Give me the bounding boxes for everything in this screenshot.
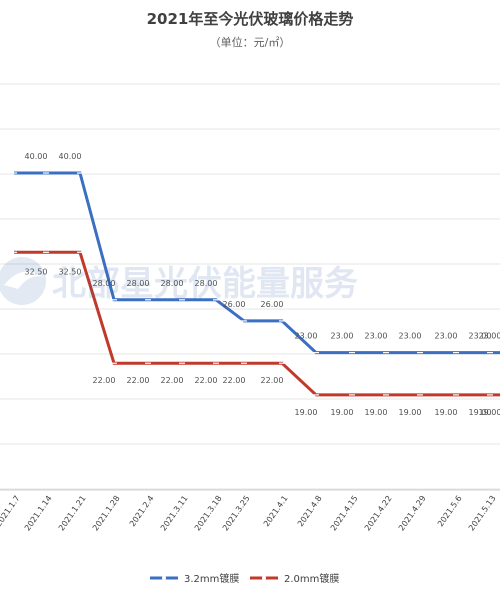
data-label: 23.00 xyxy=(331,332,354,341)
data-label: 40.00 xyxy=(25,152,48,161)
data-label: 19.00 xyxy=(469,408,492,417)
data-label: 19.00 xyxy=(399,408,422,417)
data-label: 19.00 xyxy=(435,408,458,417)
x-tick-label: 2021.3.25 xyxy=(221,494,252,533)
data-label: 23.00 xyxy=(399,332,422,341)
x-tick-labels: 2021.1.7 2021.1.14 2021.1.21 2021.1.28 2021.… xyxy=(0,494,498,533)
x-tick-label: 2021.4.8 xyxy=(296,494,324,528)
series-line-1 xyxy=(14,171,500,355)
x-tick-label: 2021.1.7 xyxy=(0,494,22,528)
data-label: 26.00 xyxy=(223,300,246,309)
data-label: 28.00 xyxy=(127,279,150,288)
data-label: 22.00 xyxy=(93,376,116,385)
data-label: 19.00 xyxy=(295,408,318,417)
legend-label: 2.0mm镀膜 xyxy=(284,572,339,585)
data-label: 22.00 xyxy=(261,376,284,385)
data-label: 22.00 xyxy=(195,376,218,385)
data-label: 23.00 xyxy=(295,332,318,341)
legend: 3.2mm镀膜 2.0mm镀膜 xyxy=(150,572,339,585)
data-label: 19.00 xyxy=(479,408,500,417)
legend-marker xyxy=(262,576,266,580)
x-tick-label: 2021.1.21 xyxy=(57,494,88,533)
data-label: 23.00 xyxy=(365,332,388,341)
x-tick-label: 2021.1.28 xyxy=(91,494,122,533)
data-label: 23.00 xyxy=(469,332,492,341)
chart-title: 2021年至今光伏玻璃价格走势 xyxy=(146,10,354,28)
x-tick-label: 2021.2.4 xyxy=(128,494,156,528)
data-label: 19.00 xyxy=(331,408,354,417)
series-line-2 xyxy=(14,250,500,397)
x-tick-label: 2021.5.13 xyxy=(467,494,498,533)
gridlines xyxy=(0,83,500,491)
series-lines xyxy=(11,171,500,397)
x-tick-label: 2021.5.6 xyxy=(436,494,464,528)
data-label: 40.00 xyxy=(59,152,82,161)
data-label: 28.00 xyxy=(93,279,116,288)
data-label: 26.00 xyxy=(261,300,284,309)
data-label: 22.00 xyxy=(161,376,184,385)
data-label: 22.00 xyxy=(127,376,150,385)
data-label: 32.50 xyxy=(25,267,48,276)
data-label: 32.50 xyxy=(59,267,82,276)
data-label: 23.00 xyxy=(479,332,500,341)
x-tick-label: 2021.3.18 xyxy=(193,494,224,533)
data-label: 19.00 xyxy=(365,408,388,417)
chart-subtitle: （单位：元/㎡） xyxy=(209,36,291,49)
data-labels: 40.00 40.00 28.00 28.00 28.00 28.00 26.00 26.00… xyxy=(25,152,500,417)
x-tick-label: 2021.4.29 xyxy=(397,494,428,533)
data-label: 28.00 xyxy=(161,279,184,288)
x-tick-label: 2021.1.14 xyxy=(23,494,54,533)
x-tick-label: 2021.4.1 xyxy=(262,494,290,528)
legend-label: 3.2mm镀膜 xyxy=(184,572,239,585)
data-label: 22.00 xyxy=(223,376,246,385)
x-tick-label: 2021.4.22 xyxy=(363,494,394,533)
x-tick-label: 2021.4.15 xyxy=(329,494,360,533)
data-label: 28.00 xyxy=(195,279,218,288)
legend-marker xyxy=(162,576,166,580)
x-tick-label: 2021.3.11 xyxy=(159,494,190,533)
data-label: 23.00 xyxy=(435,332,458,341)
